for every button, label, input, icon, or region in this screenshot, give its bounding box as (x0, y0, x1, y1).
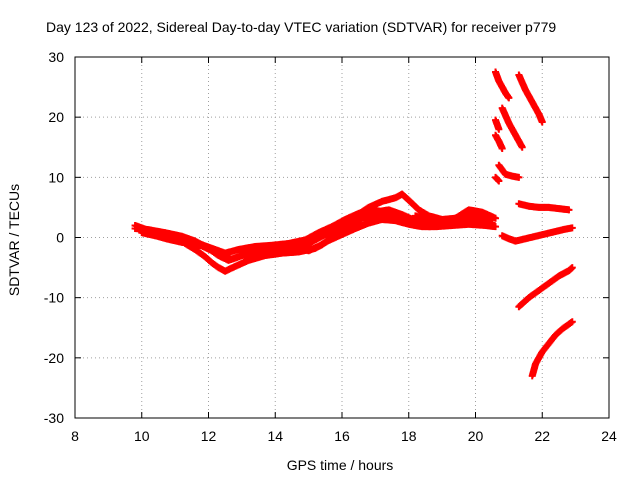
x-tick-label: 14 (267, 428, 283, 444)
ticks-layer: 8 10 12 14 16 18 20 22 24 -30 -20 -10 0 10 20 30 (44, 49, 617, 444)
y-tick-label: 0 (56, 230, 64, 246)
x-tick-label: 16 (334, 428, 350, 444)
data-points-layer (131, 68, 576, 380)
data-point (568, 318, 576, 326)
data-point (498, 144, 506, 152)
data-point (495, 177, 503, 185)
series-trace-15 (498, 224, 576, 245)
x-tick-label: 24 (601, 428, 617, 444)
data-point (538, 118, 546, 126)
data-point (492, 214, 500, 222)
series-trace-13 (492, 173, 503, 185)
x-tick-label: 10 (134, 428, 150, 444)
y-axis-label: SDTVAR / TECUs (6, 184, 22, 296)
series-trace-16 (515, 264, 576, 311)
data-point (568, 224, 576, 232)
data-point (492, 223, 500, 231)
y-tick-label: -30 (44, 410, 64, 426)
y-tick-label: 20 (48, 109, 64, 125)
data-point (518, 143, 526, 151)
y-tick-label: 30 (48, 49, 64, 65)
series-trace-9 (492, 131, 506, 152)
series-trace-12 (495, 161, 523, 181)
data-point (495, 125, 503, 133)
x-tick-label: 20 (468, 428, 484, 444)
series-trace-10 (498, 104, 526, 151)
series-trace-7 (492, 68, 513, 102)
data-point (515, 173, 523, 181)
x-tick-label: 12 (201, 428, 217, 444)
series-trace-11 (515, 71, 546, 126)
series-trace-17 (528, 318, 576, 380)
series-trace-8 (492, 116, 503, 133)
x-tick-label: 22 (534, 428, 550, 444)
chart-title: Day 123 of 2022, Sidereal Day-to-day VTE… (46, 19, 556, 35)
series-trace-6 (411, 206, 500, 226)
y-tick-label: -10 (44, 290, 64, 306)
y-tick-label: 10 (48, 169, 64, 185)
x-axis-label: GPS time / hours (287, 457, 394, 473)
x-tick-label: 8 (71, 428, 79, 444)
data-point (568, 264, 576, 272)
x-tick-label: 18 (401, 428, 417, 444)
data-point (565, 206, 573, 214)
data-point (505, 94, 513, 102)
y-tick-label: -20 (44, 350, 64, 366)
series-trace-14 (515, 200, 573, 214)
